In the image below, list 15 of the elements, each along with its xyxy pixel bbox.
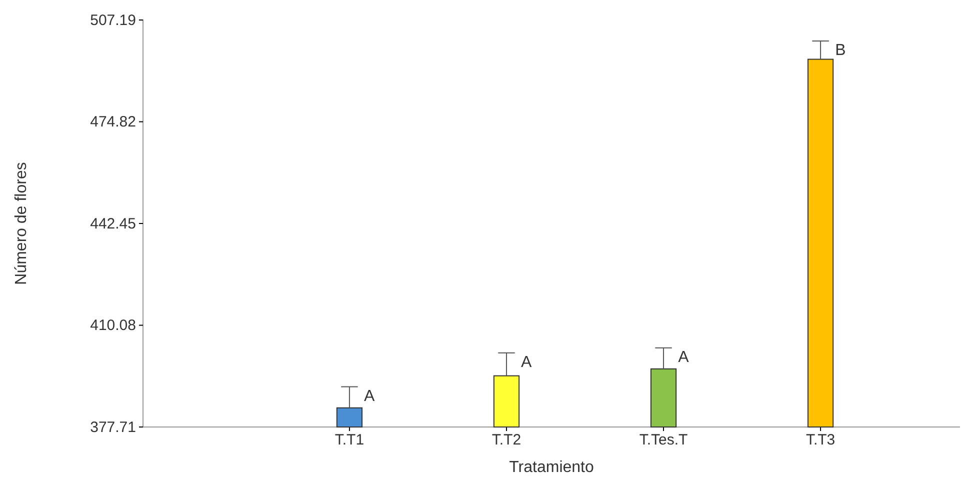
x-tick-label: T.T3 [806,432,836,449]
y-tick-label: 442.45 [90,215,136,232]
annotation: B [835,42,846,60]
y-tick-label: 474.82 [90,114,136,131]
x-tick-label: T.Tes.T [639,432,688,449]
x-axis-title: Tratamiento [509,459,594,476]
annotation: A [521,354,532,371]
y-tick-label: 377.71 [90,418,136,436]
x-tick-label: T.T2 [492,432,522,449]
x-tick-label: T.T1 [334,432,364,449]
y-axis-title: Número de flores [13,162,30,285]
y-tick-label: 410.08 [90,317,136,334]
y-tick-label: 507.19 [90,12,136,29]
annotation: A [678,348,690,366]
annotation: A [364,388,376,405]
